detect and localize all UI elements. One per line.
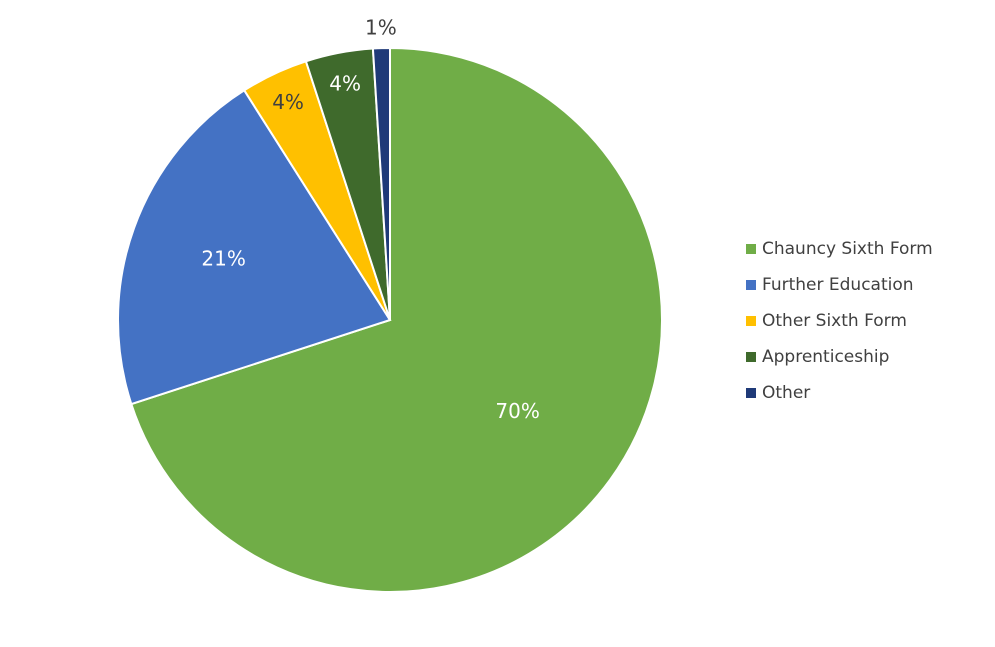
pie-slice (130, 46, 663, 593)
legend-label: Other (762, 383, 810, 403)
legend-label: Apprenticeship (762, 347, 889, 367)
data-label: 4% (329, 71, 361, 95)
legend-swatch (746, 388, 756, 398)
legend-swatch (746, 280, 756, 290)
pie-slice (117, 88, 392, 406)
legend-label: Further Education (762, 275, 914, 295)
data-label: 21% (201, 247, 245, 271)
data-label: 1% (365, 16, 397, 40)
legend-swatch (746, 244, 756, 254)
legend-label: Chauncy Sixth Form (762, 239, 933, 259)
data-label: 70% (495, 399, 539, 423)
legend-swatch (746, 316, 756, 326)
legend-label: Other Sixth Form (762, 311, 907, 331)
data-label: 4% (272, 90, 304, 114)
legend-swatch (746, 352, 756, 362)
pie-slice (371, 46, 391, 321)
